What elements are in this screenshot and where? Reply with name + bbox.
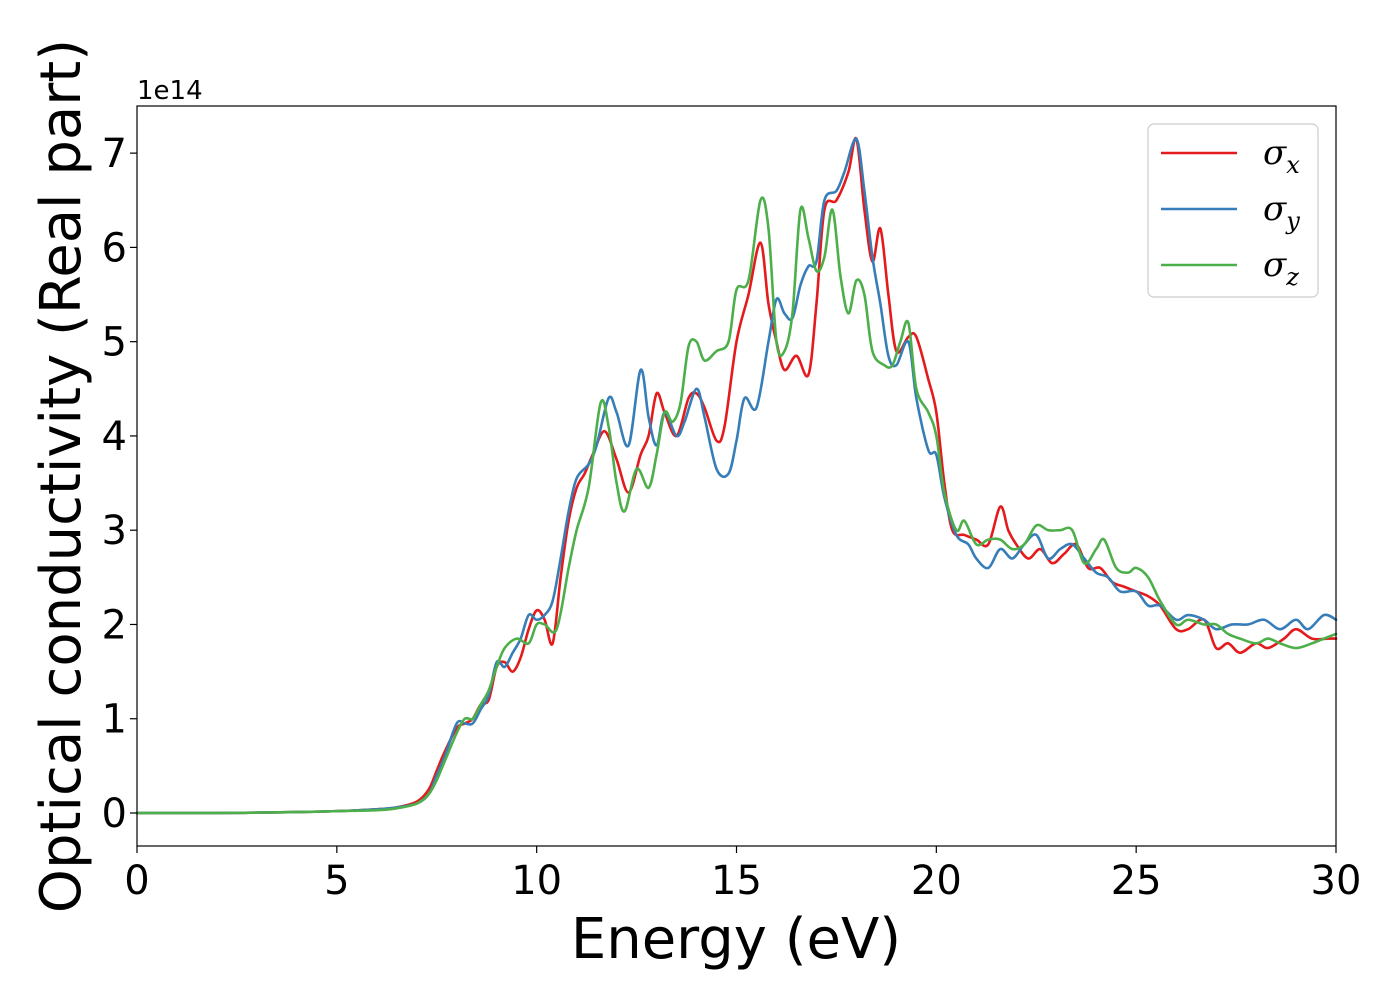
y-tick-label: 0 bbox=[102, 791, 127, 837]
x-tick-label: 30 bbox=[1311, 858, 1362, 904]
series-line-z bbox=[135, 196, 1338, 815]
legend-subscript: z bbox=[1285, 263, 1299, 291]
y-tick-label: 5 bbox=[102, 320, 127, 366]
legend-box bbox=[1147, 123, 1319, 298]
legend-subscript: y bbox=[1285, 207, 1300, 235]
y-tick-label: 3 bbox=[102, 508, 127, 554]
x-tick-label: 20 bbox=[911, 858, 962, 904]
series-layer bbox=[135, 136, 1338, 815]
x-tick-label: 25 bbox=[1111, 858, 1162, 904]
series-line-x bbox=[135, 136, 1338, 815]
x-tick-label: 0 bbox=[124, 858, 149, 904]
x-tick-label: 5 bbox=[324, 858, 349, 904]
y-axis: 0 1 2 3 4 5 6 7 bbox=[102, 131, 137, 837]
y-offset-label: 1e14 bbox=[137, 76, 203, 106]
x-tick-label: 15 bbox=[711, 858, 762, 904]
y-tick-label: 2 bbox=[102, 602, 127, 648]
x-tick-label: 10 bbox=[511, 858, 562, 904]
legend-subscript: x bbox=[1286, 151, 1300, 179]
y-tick-label: 6 bbox=[102, 225, 127, 271]
x-axis-title: Energy (eV) bbox=[571, 907, 901, 972]
y-tick-label: 4 bbox=[102, 414, 127, 460]
y-tick-label: 1 bbox=[102, 697, 127, 743]
x-axis: 0 5 10 15 20 25 30 bbox=[124, 846, 1361, 904]
y-tick-label: 7 bbox=[102, 131, 127, 177]
y-axis-title: Optical conductivity (Real part) bbox=[29, 39, 94, 913]
